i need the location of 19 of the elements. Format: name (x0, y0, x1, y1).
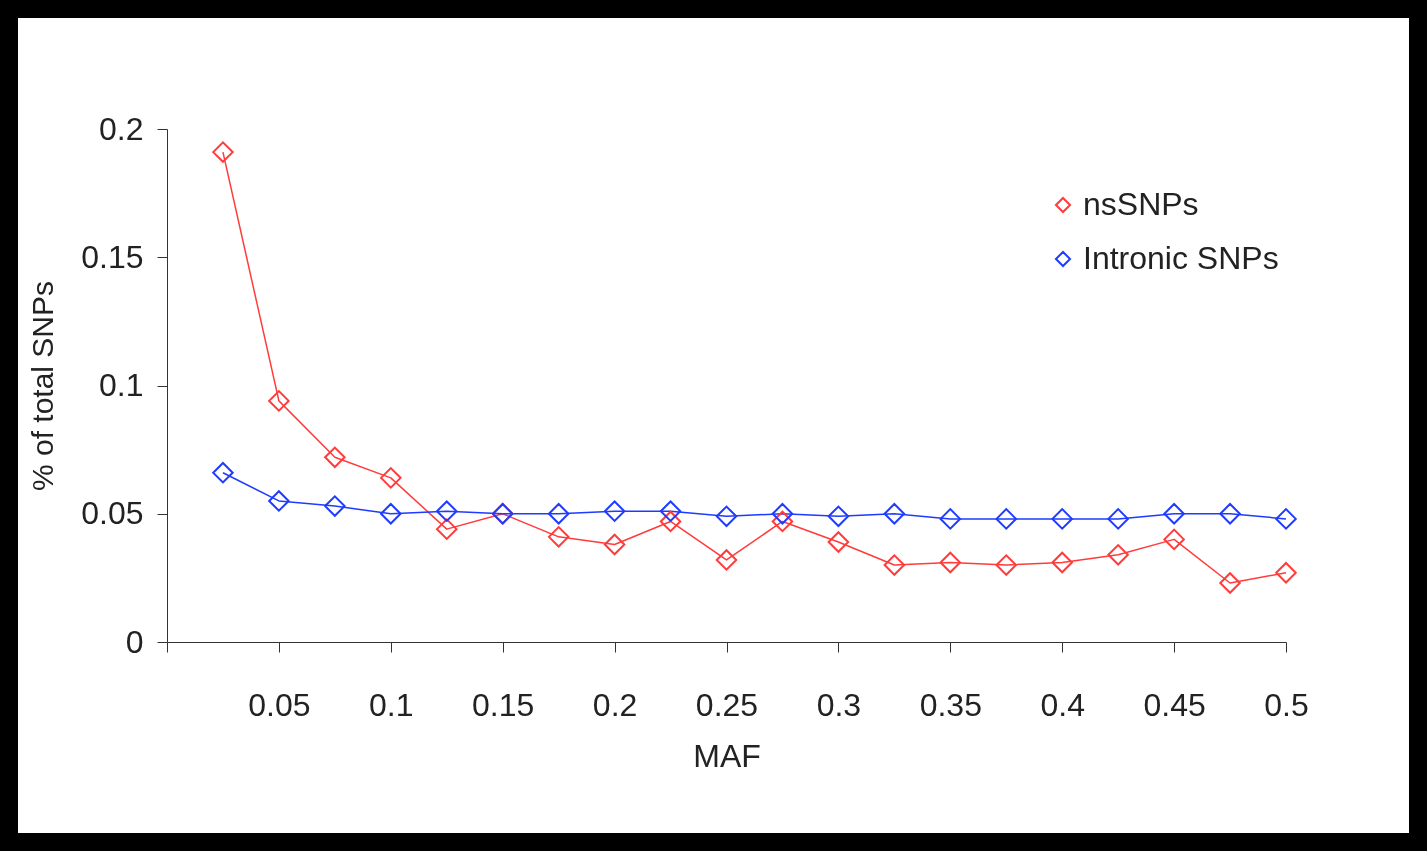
x-tick-label: 0.2 (592, 686, 638, 723)
y-tick-label: 0.1 (99, 367, 144, 403)
y-tick-label: 0 (125, 623, 144, 660)
x-tick-label: 0.35 (919, 686, 982, 723)
y-axis-title: % of total SNPs (26, 280, 60, 492)
legend-label: Intronic SNPs (1083, 240, 1279, 276)
y-tick-label: 0.15 (81, 238, 144, 275)
x-tick-label: 0.4 (1040, 686, 1085, 723)
x-tick-label: 0.1 (369, 686, 414, 723)
y-tick-label: 0.2 (99, 110, 144, 147)
y-tick-label: 0.05 (81, 495, 144, 532)
x-tick-label: 0.25 (695, 686, 759, 723)
x-axis-title: MAF (693, 737, 761, 774)
x-tick-label: 0.05 (248, 686, 311, 723)
x-tick-label: 0.15 (472, 686, 535, 723)
x-tick-label: 0.3 (816, 686, 862, 723)
legend-label: nsSNPs (1083, 186, 1199, 222)
x-tick-label: 0.5 (1264, 686, 1309, 723)
x-tick-label: 0.45 (1143, 686, 1206, 723)
